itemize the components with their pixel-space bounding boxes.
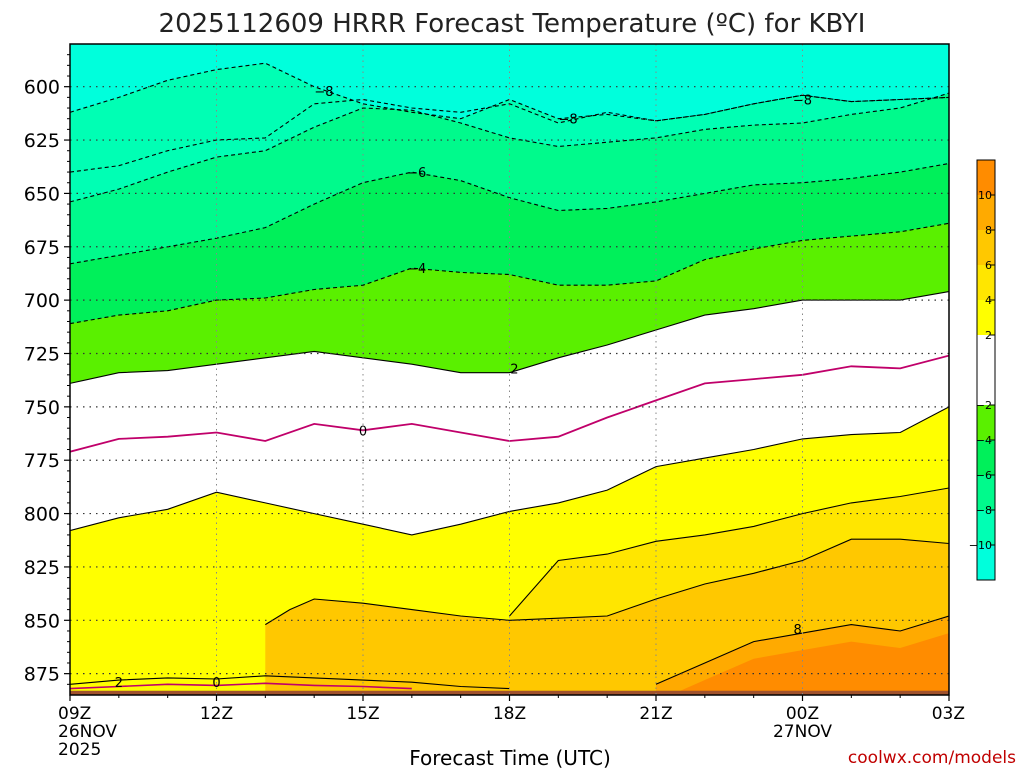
colorbar-label-9: −10 (969, 539, 992, 552)
axes: 60062565067570072575077580082585087509Z2… (24, 54, 965, 760)
contour-label-1: −8 (559, 113, 578, 128)
credit-text: coolwx.com/models (848, 748, 1016, 768)
contour-label-6: 0 (359, 424, 367, 439)
colorbar-band-8 (977, 195, 995, 230)
colorbar-band-minus6 (977, 440, 995, 475)
colorbar-band-6 (977, 230, 995, 265)
y-tick-label-725: 725 (24, 343, 60, 365)
x-tick-label-15-0: 00Z (786, 704, 819, 724)
y-tick-label-600: 600 (24, 77, 60, 99)
colorbar-label-3: 4 (985, 294, 992, 307)
colorbar-label-4: 2 (985, 329, 992, 342)
colorbar-band-minus12 (977, 545, 995, 580)
y-tick-label-750: 750 (24, 397, 60, 419)
x-tick-label-6-0: 15Z (346, 704, 379, 724)
colorbar-band-10 (977, 160, 995, 195)
colorbar-band-4 (977, 265, 995, 300)
contour-label-4: −4 (407, 262, 426, 277)
isotherm-line-8-9 (265, 538, 949, 626)
colorbar-label-7: −6 (976, 469, 992, 482)
colorbar-label-2: 6 (985, 259, 992, 272)
x-tick-label-0-0: 09Z (58, 704, 91, 724)
isotherm-line-2-surface (70, 675, 510, 690)
y-tick-label-875: 875 (24, 664, 60, 686)
colorbar-band-minus8 (977, 475, 995, 510)
colorbar-band-minus4 (977, 405, 995, 440)
x-tick-label-15-1: 27NOV (773, 722, 832, 742)
y-tick-label-650: 650 (24, 183, 60, 205)
colorbar-band-2 (977, 300, 995, 335)
isotherm-line-4-7 (70, 406, 949, 536)
band-fill-10-to-12 (670, 633, 949, 695)
y-tick-label-625: 625 (24, 130, 60, 152)
colorbar-label-6: −4 (976, 434, 992, 447)
isotherm-line-minus2-4 (70, 222, 949, 325)
isotherm-line-minus4-3 (70, 162, 949, 265)
y-tick-label-800: 800 (24, 504, 60, 526)
isotherm-line-6-8 (509, 487, 949, 617)
y-tick-label-775: 775 (24, 450, 60, 472)
contour-label-7: 8 (793, 623, 801, 638)
y-tick-label-825: 825 (24, 557, 60, 579)
contour-label-0: −8 (314, 85, 333, 100)
colorbar-label-1: 8 (985, 224, 992, 237)
colorbar-band-minus10 (977, 510, 995, 545)
isotherm-line-0-surface (70, 682, 412, 690)
colorbar-label-5: −2 (976, 399, 992, 412)
plot-area (70, 44, 949, 695)
x-axis-label: Forecast Time (UTC) (409, 746, 611, 768)
ground-fill (70, 690, 949, 695)
colorbar-band-minus2 (977, 335, 995, 405)
contour-label-8: 2 (115, 676, 123, 691)
y-tick-label-675: 675 (24, 237, 60, 259)
colorbar-label-0: 10 (978, 189, 992, 202)
contour-label-9: 0 (212, 676, 220, 691)
x-tick-label-0-1: 26NOV (58, 722, 117, 742)
contour-label-3: −6 (407, 166, 426, 181)
contour-label-layer: −8 −8 −8 −6 −4 2 0 8 2 0 (115, 85, 812, 691)
x-tick-label-18-0: 03Z (932, 704, 965, 724)
x-tick-label-0-2: 2025 (58, 740, 101, 760)
contour-label-2: −8 (793, 93, 812, 108)
contour-label-5: 2 (510, 362, 518, 377)
colorbar-label-8: −8 (976, 504, 992, 517)
x-tick-label-3-0: 12Z (200, 704, 233, 724)
chart-title: 2025112609 HRRR Forecast Temperature (ºC… (159, 9, 866, 39)
x-tick-label-9-0: 18Z (493, 704, 526, 724)
colorbar-frame (976, 159, 996, 581)
isotherm-line-minus6-2 (70, 94, 949, 173)
y-tick-label-700: 700 (24, 290, 60, 312)
x-tick-label-12-0: 21Z (639, 704, 672, 724)
colorbar: 10 8 6 4 2 −2 −4 −6 −8 −10 (969, 159, 996, 581)
y-tick-label-850: 850 (24, 610, 60, 632)
